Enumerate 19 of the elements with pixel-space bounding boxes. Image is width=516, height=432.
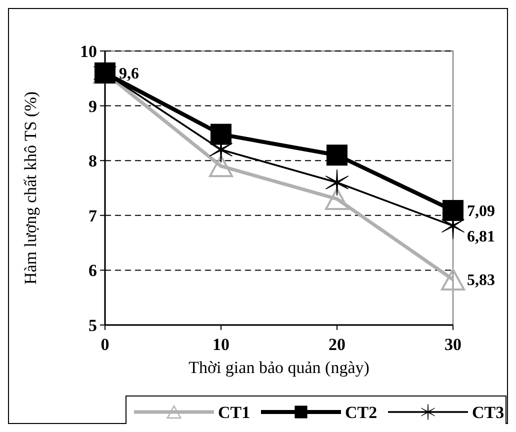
data-label: 6,81 bbox=[467, 228, 495, 246]
y-tick-label: 5 bbox=[88, 316, 97, 335]
y-tick-label: 7 bbox=[88, 206, 98, 226]
y-axis-title: Hàm lượng chất khô TS (%) bbox=[21, 91, 40, 285]
x-axis-title: Thời gian bảo quản (ngày) bbox=[188, 358, 370, 377]
data-label: 9,6 bbox=[119, 66, 139, 83]
legend-label: CT1 bbox=[218, 402, 250, 422]
y-tick-label: 8 bbox=[88, 152, 97, 171]
x-tick-label: 30 bbox=[444, 335, 462, 354]
data-label: 7,09 bbox=[467, 203, 495, 220]
legend-label: CT2 bbox=[345, 402, 378, 422]
x-tick-label: 20 bbox=[328, 335, 346, 354]
y-tick-label: 10 bbox=[80, 42, 97, 61]
x-tick-label: 10 bbox=[212, 335, 230, 354]
legend-label: CT3 bbox=[472, 402, 504, 422]
x-tick-label: 0 bbox=[100, 335, 110, 354]
data-label: 5,83 bbox=[467, 272, 495, 290]
y-tick-label: 6 bbox=[88, 261, 97, 280]
y-tick-label: 9 bbox=[88, 96, 97, 116]
